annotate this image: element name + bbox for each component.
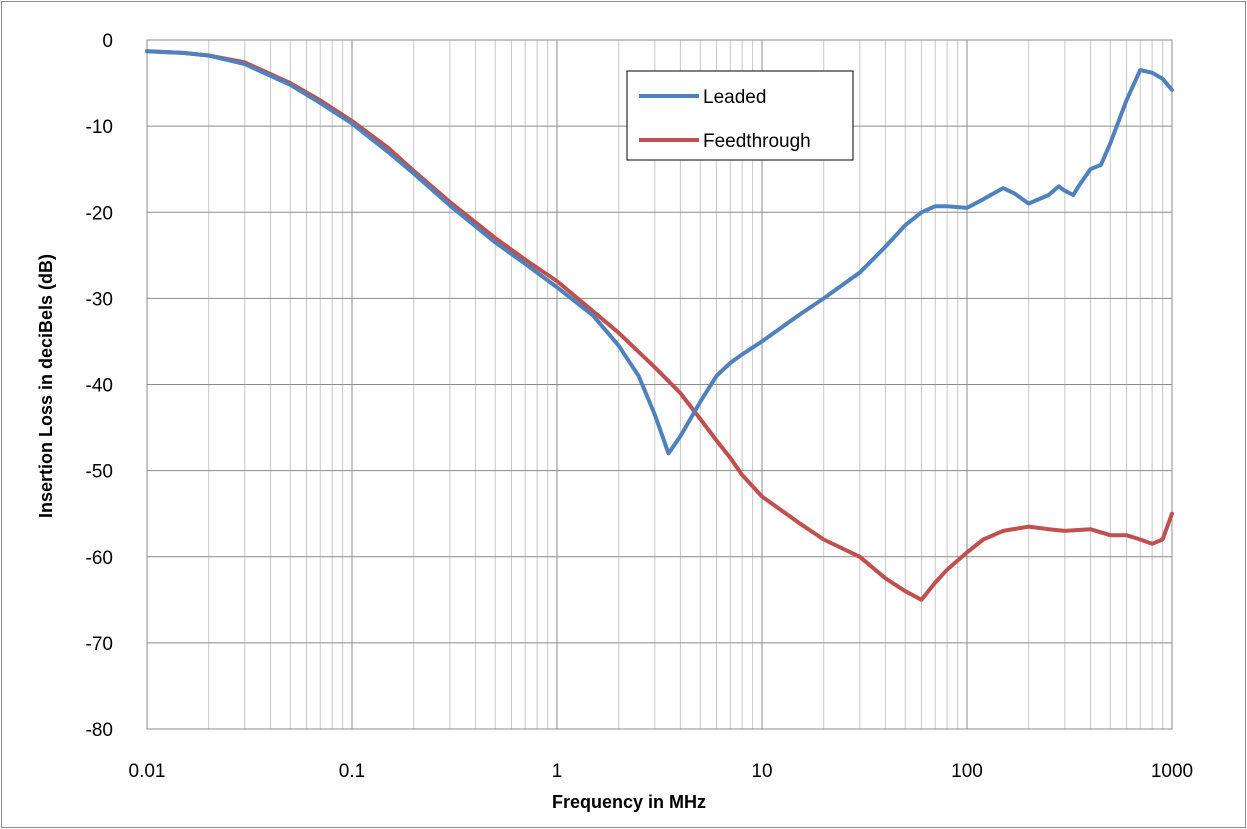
legend-label-leaded: Leaded — [703, 87, 766, 108]
series-line-feedthrough — [145, 49, 1174, 602]
x-tick-label: 1000 — [1151, 761, 1193, 782]
y-tick-label: -60 — [86, 548, 113, 569]
y-tick-label: -70 — [86, 634, 113, 655]
y-axis-title: Insertion Loss in deciBels (dB) — [36, 254, 56, 518]
y-tick-label: -40 — [86, 376, 113, 397]
legend-box — [626, 70, 854, 161]
y-tick-label: -30 — [86, 289, 113, 310]
series-layer — [145, 49, 1174, 602]
y-tick-label: -50 — [86, 462, 113, 483]
plot-area-border — [146, 39, 1173, 730]
series-line-leaded — [145, 49, 1174, 456]
x-tick-label: 10 — [751, 761, 772, 782]
x-tick-label: 100 — [951, 761, 983, 782]
y-tick-label: -10 — [86, 117, 113, 138]
y-tick-label: 0 — [102, 31, 113, 52]
y-tick-label: -80 — [86, 720, 113, 741]
y-tick-label: -20 — [86, 203, 113, 224]
x-tick-label: 0.1 — [339, 761, 365, 782]
y-axis-tick-labels: 0 -10 -20 -30 -40 -50 -60 -70 -80 — [86, 31, 113, 741]
x-axis-title: Frequency in MHz — [552, 792, 706, 812]
x-axis-tick-labels: 0.01 0.1 1 10 100 1000 — [129, 761, 1194, 782]
x-tick-label: 0.01 — [129, 761, 166, 782]
legend: Leaded Feedthrough — [626, 70, 854, 161]
legend-label-feedthrough: Feedthrough — [703, 131, 811, 152]
x-tick-label: 1 — [552, 761, 563, 782]
